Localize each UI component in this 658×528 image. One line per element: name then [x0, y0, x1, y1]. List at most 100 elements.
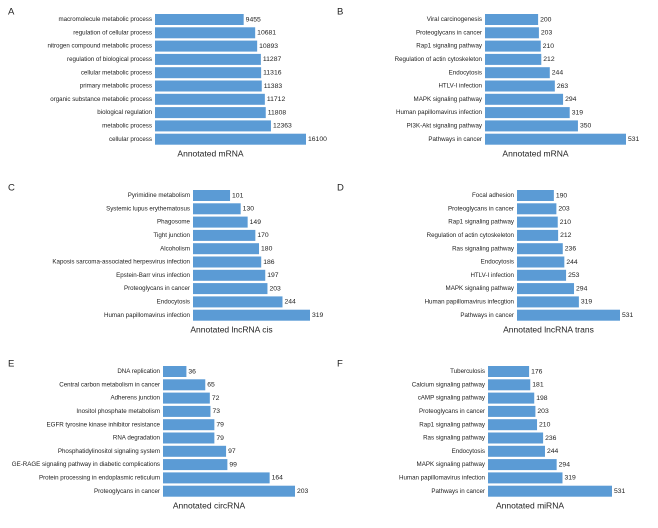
value-label: 79: [216, 421, 224, 428]
value-label: 200: [540, 16, 552, 23]
bar: [517, 256, 565, 268]
value-label: 244: [566, 259, 578, 266]
bar: [488, 405, 536, 417]
chart-title: Annotated lncRNA trans: [503, 324, 594, 334]
value-label: 197: [267, 272, 279, 279]
value-label: 294: [576, 285, 588, 292]
category-label: Central carbon metabolism in cancer: [59, 381, 160, 388]
category-label: MAPK signaling pathway: [446, 285, 515, 292]
category-label: Protein processing in endoplasmic reticu…: [39, 475, 160, 482]
bar: [517, 283, 575, 295]
chart-title: Annotated miRNA: [496, 500, 564, 510]
value-label: 531: [614, 488, 626, 495]
bar: [163, 379, 206, 391]
value-label: 10681: [257, 30, 276, 37]
category-label: Pathways in cancer: [431, 488, 485, 495]
category-label: Human papillomavirus infection: [396, 109, 483, 116]
bar: [193, 269, 266, 281]
bar: [517, 296, 579, 308]
category-label: regulation of cellular process: [73, 29, 152, 36]
category-label: Human papillomavirus infection: [399, 475, 486, 482]
value-label: 203: [269, 285, 281, 292]
category-label: metabolic process: [102, 123, 152, 130]
bar: [488, 485, 612, 497]
category-label: biological regulation: [97, 109, 152, 116]
bar: [193, 216, 248, 228]
panel-label: A: [8, 7, 15, 18]
bar: [488, 432, 544, 444]
value-label: 244: [284, 299, 296, 306]
value-label: 198: [536, 395, 548, 402]
category-label: Kaposis sarcoma-associated herpesvirus i…: [52, 259, 190, 266]
value-label: 36: [188, 368, 196, 375]
bar: [517, 243, 563, 255]
category-label: Calcium signaling pathway: [412, 381, 486, 388]
category-label: Proteoglycans in cancer: [416, 29, 482, 36]
category-label: Regulation of actin cytoskeleton: [395, 56, 483, 63]
category-label: MAPK signaling pathway: [417, 461, 486, 468]
value-label: 180: [261, 245, 273, 252]
bar: [193, 190, 231, 201]
category-label: Ras signaling pathway: [452, 245, 515, 252]
bar: [517, 216, 558, 228]
value-label: 203: [541, 30, 553, 37]
bar: [485, 27, 539, 39]
value-label: 210: [560, 219, 572, 226]
panel: C Pyrimidine metabolism 101 Systemic lupus …: [8, 183, 324, 335]
category-label: Rap1 signaling pathway: [416, 43, 483, 50]
value-label: 97: [228, 448, 236, 455]
category-label: Epstein-Barr virus infection: [116, 272, 190, 279]
bar: [488, 366, 530, 377]
bar: [163, 392, 210, 404]
category-label: macromolecule metabolic process: [58, 16, 152, 23]
value-label: 212: [560, 232, 572, 239]
value-label: 294: [559, 461, 571, 468]
category-label: HTLV-I infection: [470, 272, 514, 279]
bar: [517, 190, 554, 201]
bar: [163, 366, 187, 377]
category-label: Viral carcinogenesis: [427, 16, 482, 23]
bar: [155, 27, 256, 39]
bar: [488, 472, 563, 484]
category-label: HTLV-I infection: [438, 83, 482, 90]
bar: [485, 14, 539, 25]
bar: [155, 53, 261, 65]
category-label: Endocytosis: [449, 69, 482, 76]
bar: [155, 80, 262, 92]
bar: [163, 405, 211, 417]
panel: F Tuberculosis 176 Calcium signaling pathwa…: [337, 359, 626, 511]
category-label: organic substance metabolic process: [50, 96, 152, 103]
value-label: 236: [565, 245, 577, 252]
category-label: Proteoglycans in cancer: [448, 205, 514, 212]
panel: E DNA replication 36 Central carbon metabol…: [8, 359, 309, 511]
category-label: Ras signaling pathway: [423, 435, 486, 442]
value-label: 319: [312, 312, 324, 319]
bar: [193, 256, 262, 268]
value-label: 65: [207, 382, 215, 389]
value-label: 11316: [263, 69, 282, 76]
bar: [485, 133, 626, 145]
value-label: 244: [552, 69, 564, 76]
value-label: 11287: [263, 56, 282, 63]
bar: [517, 229, 559, 241]
value-label: 203: [558, 206, 570, 213]
panel-label: D: [337, 183, 344, 194]
bar: [485, 67, 550, 79]
category-label: Proteoglycans in cancer: [419, 408, 485, 415]
category-label: Pyrimidine metabolism: [128, 192, 190, 199]
value-label: 12363: [273, 123, 292, 130]
value-label: 253: [568, 272, 580, 279]
bar: [488, 419, 538, 431]
category-label: Pathways in cancer: [460, 312, 514, 319]
category-label: Inositol phosphate metabolism: [76, 408, 160, 415]
value-label: 11712: [267, 96, 286, 103]
category-label: cellular process: [109, 136, 152, 143]
category-label: RNA degradation: [113, 435, 161, 442]
bar: [155, 107, 266, 119]
panel-label: F: [337, 359, 343, 370]
category-label: Endocytosis: [157, 299, 190, 306]
panel: B Viral carcinogenesis 200 Proteoglycans in…: [337, 7, 640, 159]
category-label: MAPK signaling pathway: [414, 96, 483, 103]
bar: [193, 309, 310, 321]
